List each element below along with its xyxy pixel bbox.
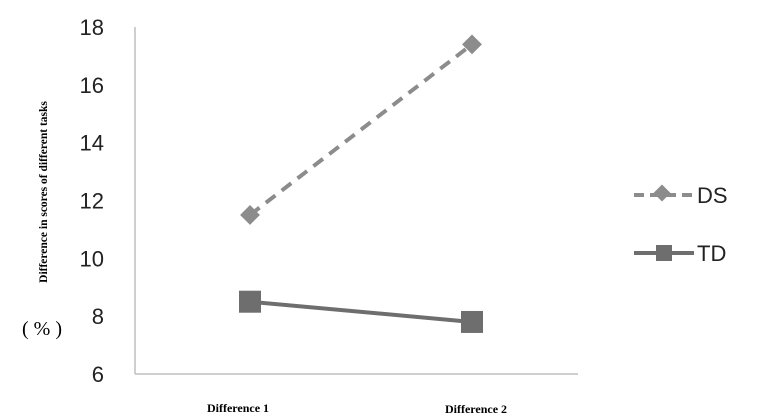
legend: DS TD	[634, 183, 728, 266]
data-point-ds-1	[240, 205, 260, 225]
y-tick-label: 12	[80, 189, 104, 214]
x-category-labels: Difference 1 Difference 2	[207, 401, 507, 415]
y-tick-label: 10	[80, 246, 104, 271]
series-layer	[239, 34, 483, 333]
series-ds	[240, 34, 482, 225]
legend-item-ds: DS	[634, 183, 728, 208]
data-point-td-2	[461, 310, 483, 333]
legend-item-td: TD	[634, 241, 726, 266]
legend-ds-diamond-icon	[653, 184, 671, 202]
y-axis-label: Difference in scores of different tasks	[38, 101, 50, 283]
legend-td-square-icon	[656, 245, 672, 261]
data-point-td-1	[239, 290, 261, 313]
y-tick-label: 6	[92, 362, 104, 387]
y-tick-label: 8	[92, 304, 104, 329]
data-point-ds-2	[462, 34, 482, 55]
axes	[134, 27, 578, 375]
y-tick-label: 14	[80, 131, 104, 156]
series-line-td	[249, 299, 473, 324]
y-tick-label: 16	[80, 73, 104, 98]
series-td	[239, 290, 483, 333]
legend-td-label: TD	[697, 241, 726, 266]
series-line-ds	[248, 42, 474, 217]
legend-ds-label: DS	[697, 183, 728, 208]
y-tick-labels: 6 8 10 12 14 16 18	[80, 15, 104, 387]
x-category-label: Difference 2	[445, 402, 507, 415]
y-tick-label: 18	[80, 15, 104, 40]
x-category-label: Difference 1	[207, 401, 269, 415]
y-axis-unit: ( % )	[22, 318, 62, 340]
